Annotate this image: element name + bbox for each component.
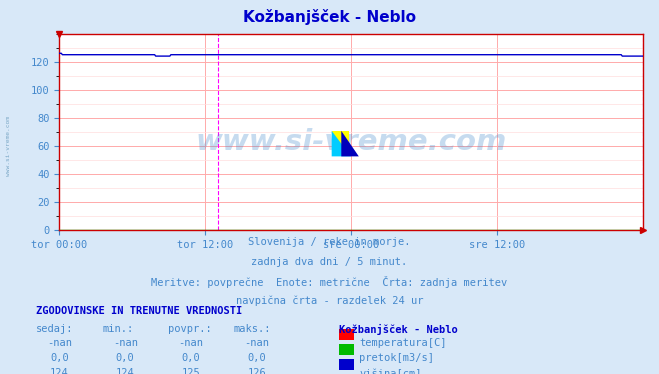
Text: -nan: -nan [47,338,72,349]
Polygon shape [341,131,358,156]
Text: www.si-vreme.com: www.si-vreme.com [195,128,507,156]
Text: višina[cm]: višina[cm] [359,368,422,374]
Text: zadnja dva dni / 5 minut.: zadnja dva dni / 5 minut. [251,257,408,267]
Text: Kožbanjšček - Neblo: Kožbanjšček - Neblo [243,9,416,25]
Text: navpična črta - razdelek 24 ur: navpična črta - razdelek 24 ur [236,296,423,306]
Text: Slovenija / reke in morje.: Slovenija / reke in morje. [248,237,411,248]
Text: 0,0: 0,0 [248,353,266,364]
Text: Kožbanjšček - Neblo: Kožbanjšček - Neblo [339,324,458,334]
Text: 0,0: 0,0 [50,353,69,364]
Text: 125: 125 [182,368,200,374]
Text: 126: 126 [248,368,266,374]
Text: 124: 124 [50,368,69,374]
Text: ZGODOVINSKE IN TRENUTNE VREDNOSTI: ZGODOVINSKE IN TRENUTNE VREDNOSTI [36,306,243,316]
Text: povpr.:: povpr.: [168,324,212,334]
Text: -nan: -nan [244,338,270,349]
Text: -nan: -nan [179,338,204,349]
Text: temperatura[C]: temperatura[C] [359,338,447,349]
Text: maks.:: maks.: [234,324,272,334]
Text: 0,0: 0,0 [116,353,134,364]
Text: 0,0: 0,0 [182,353,200,364]
Text: Meritve: povprečne  Enote: metrične  Črta: zadnja meritev: Meritve: povprečne Enote: metrične Črta:… [152,276,507,288]
Text: 124: 124 [116,368,134,374]
Bar [331,131,349,156]
Text: pretok[m3/s]: pretok[m3/s] [359,353,434,364]
Text: min.:: min.: [102,324,133,334]
Text: sedaj:: sedaj: [36,324,74,334]
Text: www.si-vreme.com: www.si-vreme.com [6,116,11,176]
Text: -nan: -nan [113,338,138,349]
Polygon shape [331,131,351,156]
